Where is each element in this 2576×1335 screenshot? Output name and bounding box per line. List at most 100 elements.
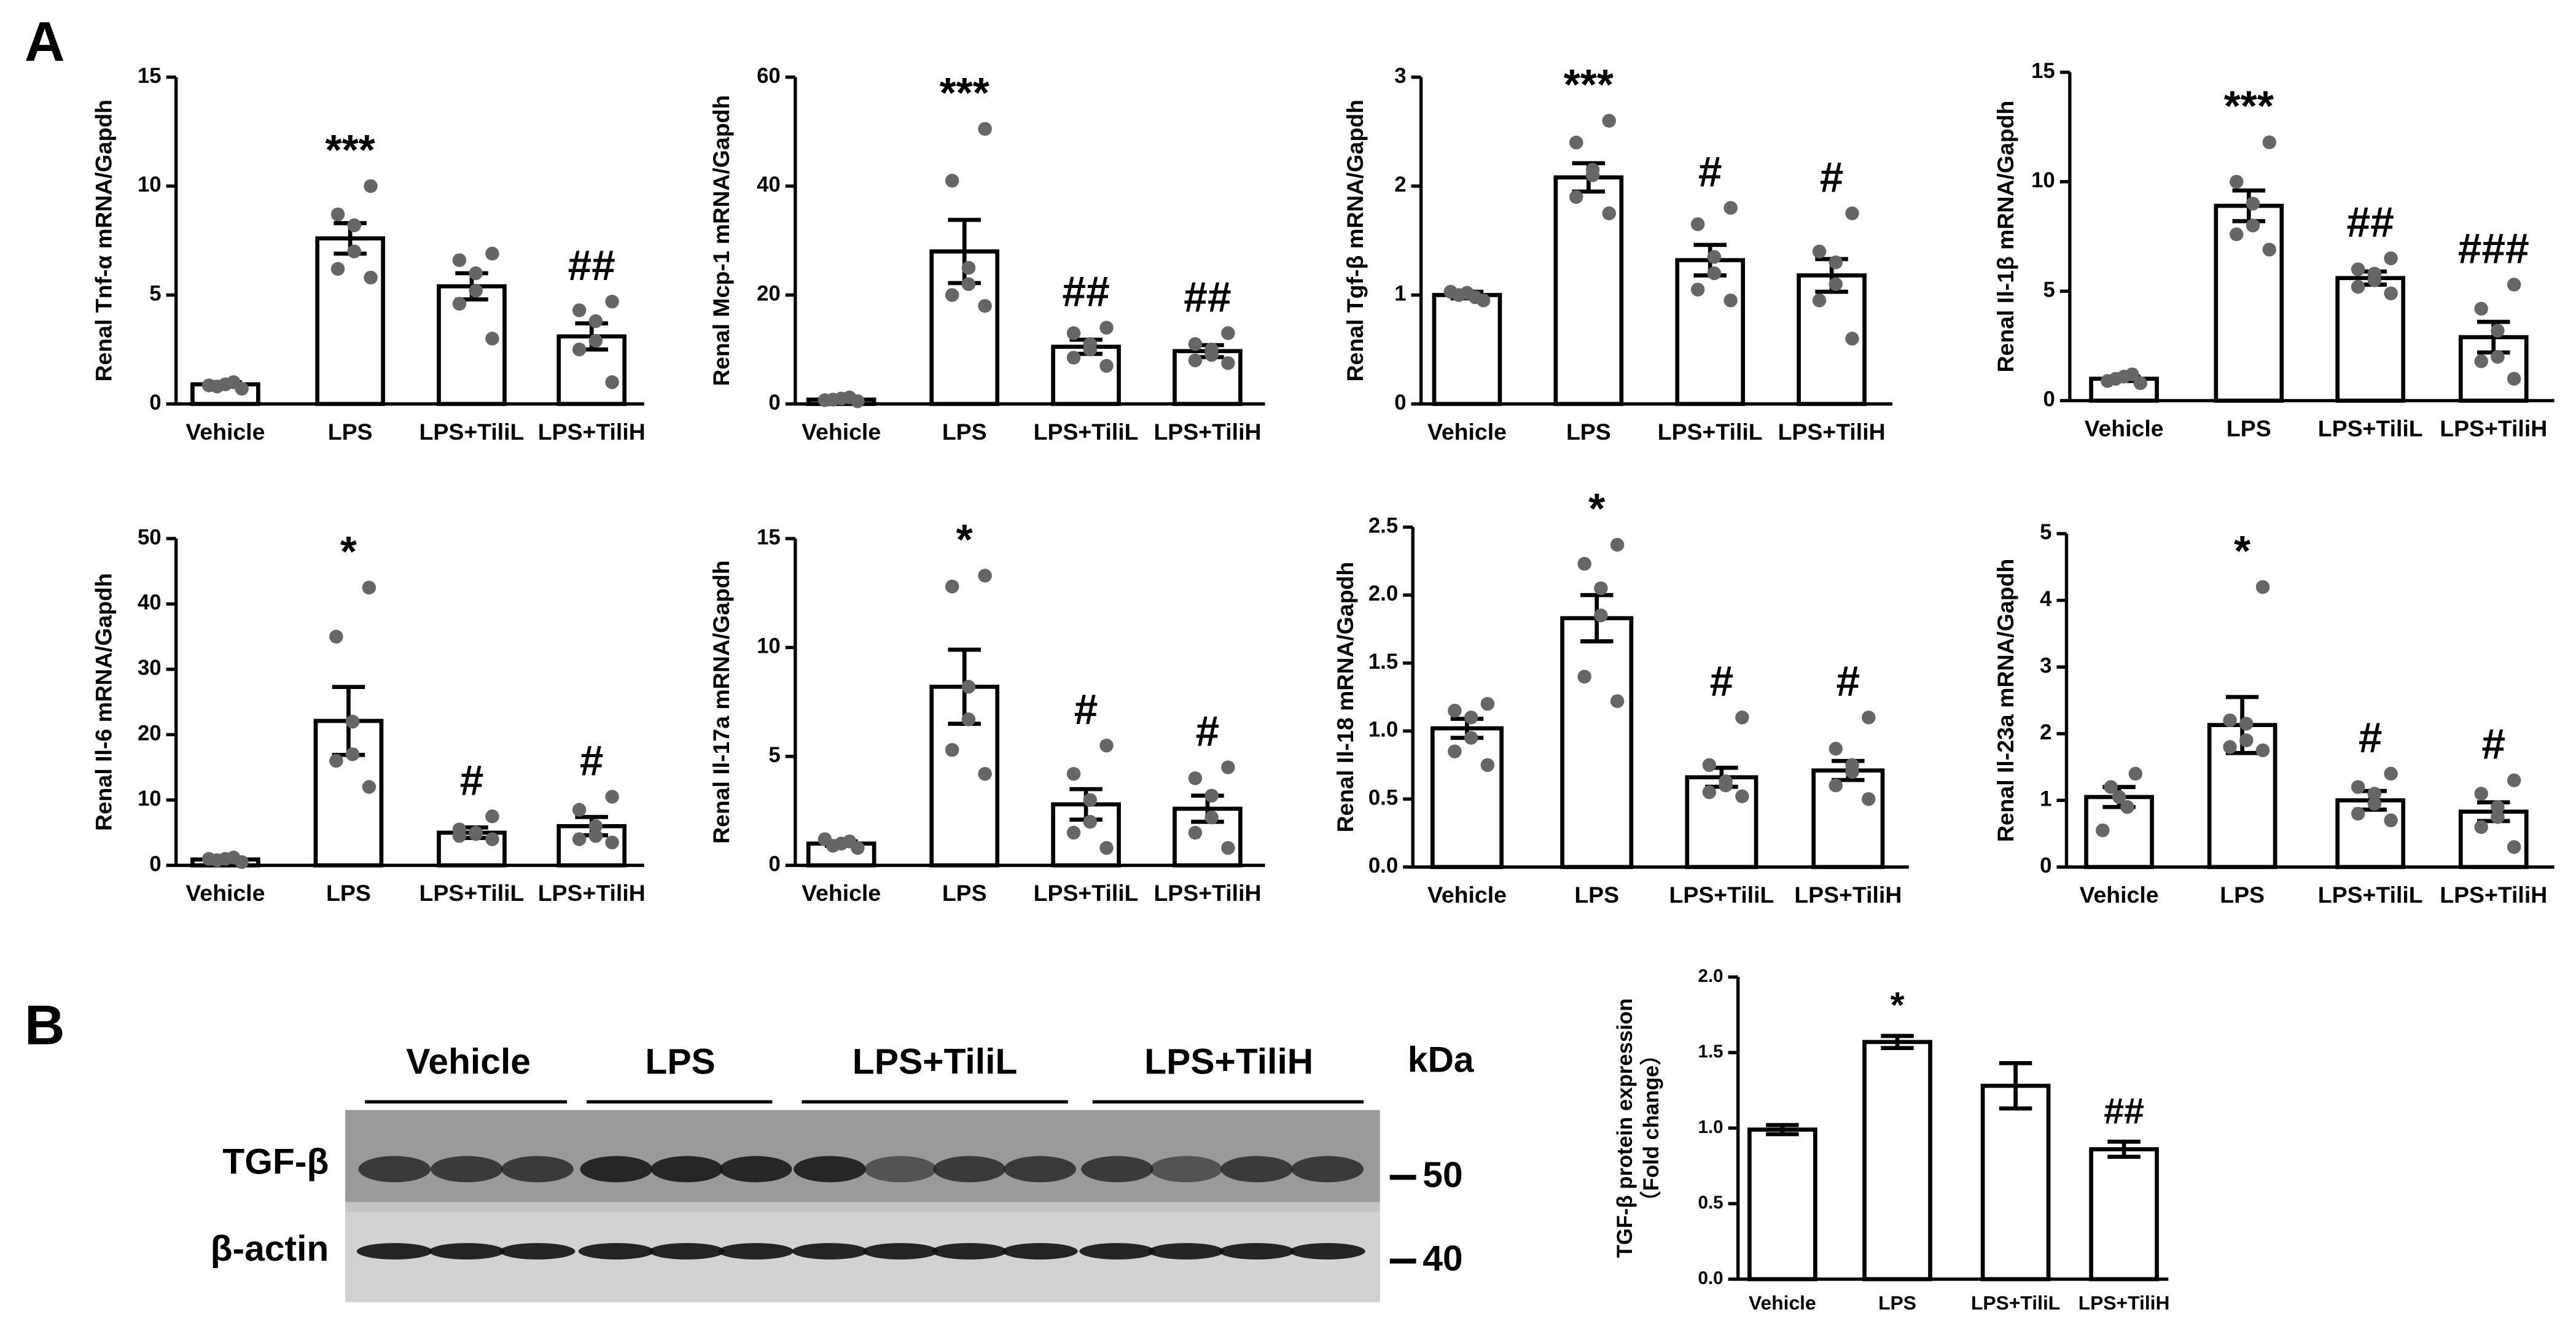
y-axis-label: Renal Il-17a mRNA/Gapdh	[708, 560, 734, 844]
y-tick-label: 1.5	[1698, 1041, 1723, 1062]
x-tick-label: LPS+TiliH	[2440, 415, 2547, 441]
data-point	[452, 829, 467, 843]
actin-band	[499, 1243, 576, 1259]
x-tick-label: LPS+TiliL	[1034, 880, 1139, 906]
data-point	[1829, 778, 1843, 793]
x-tick-label: Vehicle	[802, 419, 881, 445]
unit-label: kDa	[1408, 1040, 1475, 1080]
y-tick-label: 5	[2043, 278, 2055, 302]
data-point	[1829, 277, 1843, 291]
actin-band	[1219, 1243, 1295, 1259]
data-point	[945, 288, 959, 302]
data-point	[961, 712, 976, 726]
data-point	[1066, 766, 1081, 781]
data-point	[2112, 790, 2126, 804]
data-point	[452, 297, 467, 311]
data-point	[572, 832, 587, 846]
lane-label: LPS+TiliL	[853, 1041, 1018, 1081]
y-tick-label: 0	[768, 852, 780, 876]
data-point	[1443, 284, 1458, 299]
data-point	[2474, 354, 2488, 368]
data-point	[1204, 348, 1219, 362]
bar	[1675, 258, 1746, 407]
protein-band	[358, 1156, 431, 1183]
data-point	[2507, 372, 2521, 386]
bar	[1685, 775, 1758, 870]
data-point	[2491, 810, 2505, 824]
data-point	[1066, 326, 1081, 340]
data-point	[469, 284, 483, 298]
x-tick-label: LPS+TiliL	[420, 880, 525, 906]
y-tick-label: 2.5	[1368, 515, 1398, 538]
y-tick-label: 60	[757, 64, 781, 88]
data-point	[1702, 785, 1717, 800]
protein-band	[1220, 1156, 1294, 1183]
y-tick-label: 5	[149, 282, 161, 306]
protein-band	[1291, 1156, 1364, 1183]
significance-label: ##	[2347, 198, 2394, 246]
data-point	[2262, 135, 2276, 149]
data-point	[2230, 174, 2244, 189]
protein-band	[1081, 1156, 1153, 1183]
data-point	[1707, 266, 1722, 281]
data-point	[347, 244, 362, 259]
data-point	[1862, 792, 1876, 806]
data-point	[469, 266, 483, 281]
data-point	[818, 393, 832, 407]
data-point	[2351, 262, 2365, 276]
x-tick-label: Vehicle	[185, 419, 265, 445]
data-point	[1448, 744, 1462, 758]
y-tick-label: 30	[138, 656, 162, 680]
data-point	[1204, 810, 1219, 825]
x-tick-label: Vehicle	[1749, 1291, 1816, 1314]
protein-band	[580, 1156, 653, 1183]
x-tick-label: LPS	[1566, 419, 1611, 445]
data-point	[1221, 760, 1235, 774]
data-point	[842, 834, 857, 849]
protein-band	[1004, 1156, 1077, 1183]
data-point	[1702, 758, 1717, 773]
significance-label: *	[956, 515, 973, 563]
y-tick-label: 4	[2040, 588, 2052, 611]
actin-band	[356, 1243, 432, 1259]
y-tick-label: 0	[1394, 391, 1406, 415]
data-point	[1610, 694, 1625, 709]
significance-label: ##	[2104, 1091, 2144, 1131]
data-point	[2246, 197, 2260, 211]
data-point	[2474, 787, 2488, 801]
data-point	[1829, 742, 1843, 756]
data-point	[227, 375, 241, 389]
x-tick-label: Vehicle	[2085, 415, 2164, 441]
significance-label: #	[1710, 657, 1734, 705]
significance-label: *	[340, 527, 357, 575]
data-point	[1099, 359, 1114, 373]
data-point	[572, 303, 587, 317]
y-tick-label: 2	[2040, 721, 2051, 744]
bar	[2089, 1147, 2159, 1282]
actin-band	[1002, 1243, 1078, 1259]
data-point	[1812, 294, 1827, 308]
y-tick-label: 15	[757, 526, 781, 549]
significance-label: #	[1836, 657, 1860, 705]
x-tick-label: LPS	[1878, 1291, 1916, 1314]
y-tick-label: 0.0	[1368, 854, 1398, 878]
significance-label: ##	[1184, 273, 1231, 321]
data-point	[1707, 250, 1722, 264]
data-point	[2491, 324, 2505, 338]
data-point	[347, 218, 362, 233]
y-tick-label: 20	[138, 722, 162, 745]
x-tick-label: LPS+TiliH	[538, 419, 646, 445]
data-point	[1594, 609, 1608, 623]
panel-label: A	[25, 11, 65, 73]
x-tick-label: LPS+TiliL	[1669, 882, 1774, 908]
data-point	[572, 803, 587, 817]
data-point	[1221, 356, 1235, 370]
y-tick-label: 0.5	[1368, 786, 1398, 809]
actin-band	[1289, 1243, 1365, 1259]
data-point	[2223, 713, 2237, 728]
y-tick-label: 10	[757, 635, 781, 658]
y-tick-label: 0.0	[1698, 1268, 1723, 1288]
y-tick-label: 2.0	[1698, 966, 1723, 986]
data-point	[2125, 367, 2139, 381]
